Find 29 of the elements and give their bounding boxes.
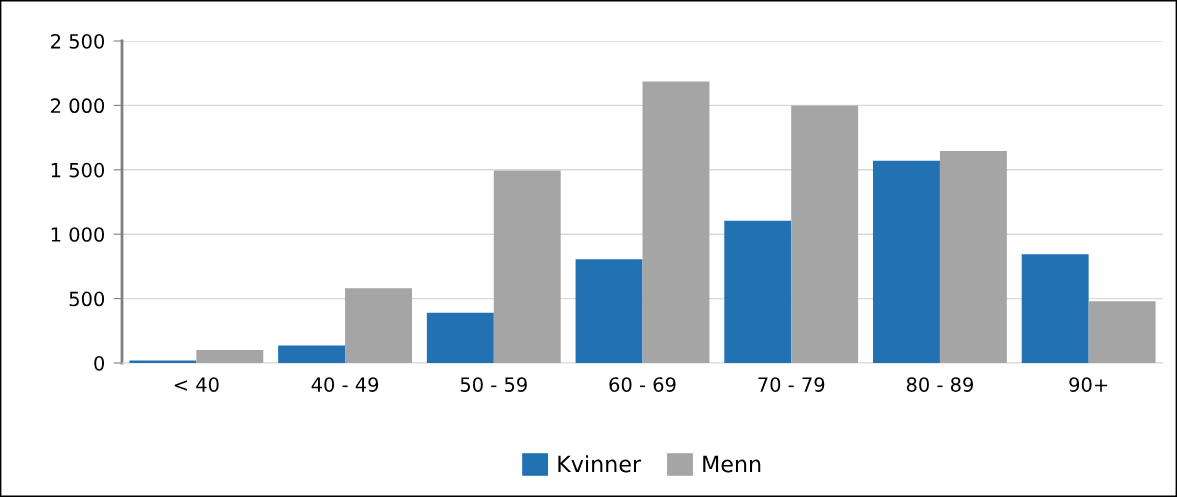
legend-label: Menn [703,455,761,473]
bar [791,105,859,363]
bar [575,259,643,363]
bar [196,350,264,363]
bar [278,345,346,363]
x-tick-label: < 40 [174,377,219,392]
bar [642,81,710,363]
bar [1088,301,1156,363]
x-tick-label: 90+ [1069,377,1108,392]
bar [426,312,494,363]
x-tick-label: 40 - 49 [311,377,379,392]
bar [724,220,792,363]
y-tick-label: 500 [69,291,105,307]
bar [1021,254,1089,363]
y-tick-label: 1 000 [51,227,105,242]
y-tick-label: 2 000 [51,98,105,114]
y-tick-label: 1 500 [51,162,105,178]
bar [493,170,561,363]
y-tick-label: 0 [94,355,105,371]
x-tick-label: 80 - 89 [906,377,973,392]
bar [345,288,412,363]
x-tick-label: 60 - 69 [609,377,676,392]
bar [873,160,940,363]
bar [129,360,197,363]
y-tick-label: 2 500 [51,33,105,49]
x-tick-label: 70 - 79 [758,377,825,392]
legend-label: Kvinner [558,455,642,473]
bar [939,151,1007,363]
x-tick-label: 50 - 59 [460,377,527,392]
